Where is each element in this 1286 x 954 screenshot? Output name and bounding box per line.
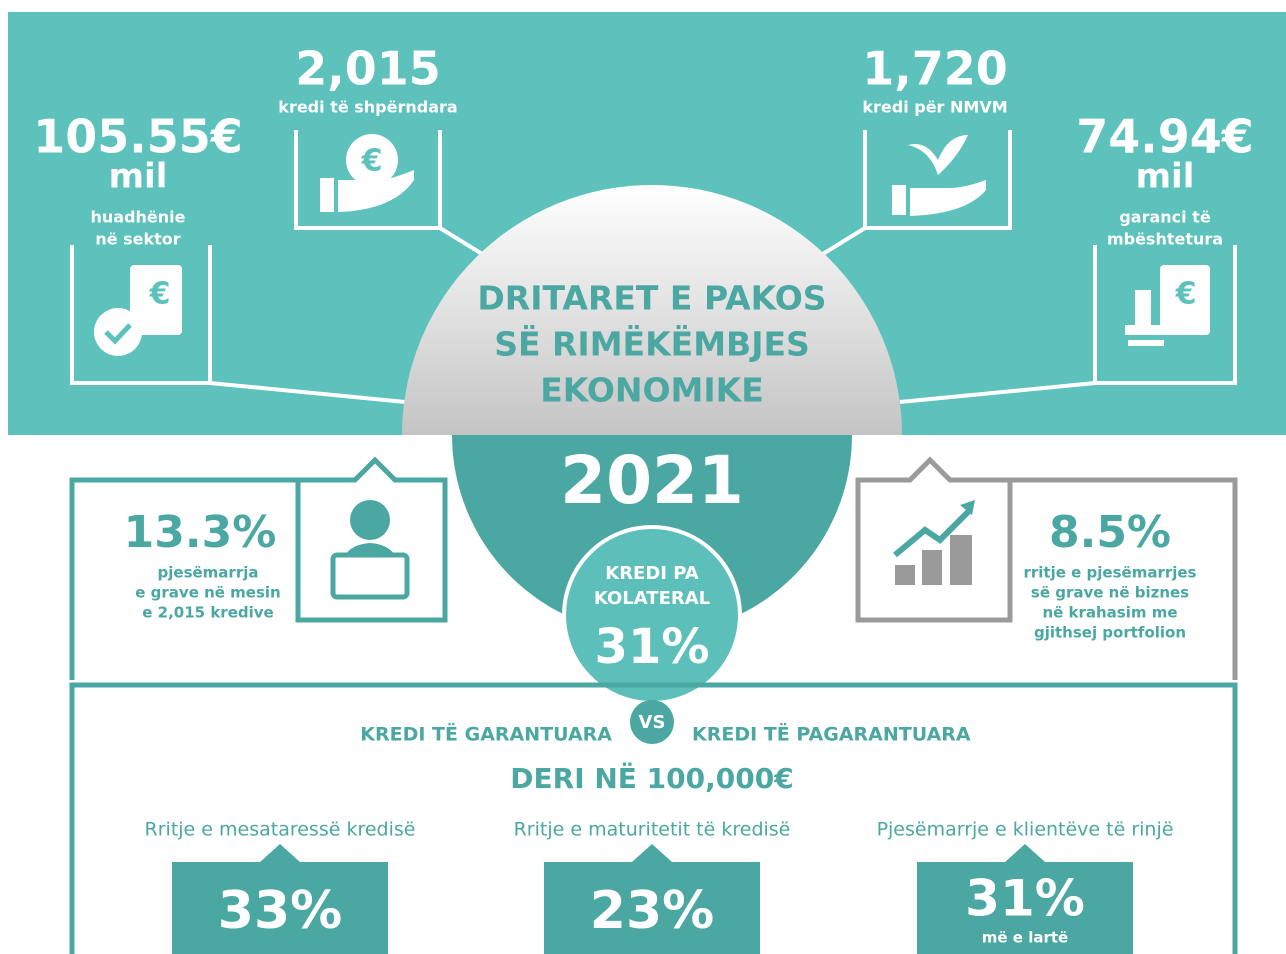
svg-text:€: € [361,144,383,179]
stat-label: garanci të [1119,208,1211,227]
women-label: gjithsej portfolion [1034,624,1186,642]
metric-value: 31% [965,870,1085,928]
stat-value: 2,015 [295,42,441,96]
stat-label: kredi për NMVM [862,98,1007,117]
metric-value: 23% [590,881,714,941]
metric-label: Pjesëmarrje e klientëve të rinjë [877,819,1174,841]
women-label: pjesëmarrja [158,564,259,582]
title: DRITARET E PAKOS [477,279,826,318]
vs: VS [639,712,666,733]
women-label: e 2,015 kredive [142,604,273,622]
collateral-value: 31% [595,619,710,675]
collateral-label: KOLATERAL [594,588,710,609]
collateral-label: KREDI PA [605,563,699,584]
title: EKONOMIKE [540,371,764,410]
year: 2021 [560,442,744,519]
stat-value: 1,720 [862,42,1008,96]
infographic: € € € 105.55€ mil huadhënie në sektor 2,… [0,0,1286,954]
stat-label: kredi të shpërndara [278,98,457,117]
women-label: në krahasim me [1042,604,1177,622]
stat-value: 105.55€ [33,110,243,164]
stat-label: në sektor [95,230,180,249]
metric-label: Rritje e maturitetit të kredisë [514,819,791,841]
stat-value: 74.94€ [1076,110,1254,164]
comparison-right: KREDI TË PAGARANTUARA [692,722,971,746]
comparison-subtitle: DERI NË 100,000€ [510,761,793,795]
women-label: e grave në mesin [135,584,280,602]
women-label: rritje e pjesëmarrjes [1024,564,1197,582]
women-label: së grave në biznes [1031,584,1189,602]
svg-text:€: € [1175,277,1197,312]
stat-label: mbështetura [1107,230,1223,249]
comparison-left: KREDI TË GARANTUARA [360,722,612,746]
metric-label: Rritje e mesataressë kredisë [145,819,416,841]
stat-unit: mil [1136,157,1195,197]
women-value: 8.5% [1049,507,1171,558]
svg-text:€: € [149,277,171,312]
collateral-circle [564,527,740,703]
stat-label: huadhënie [91,208,186,227]
women-value: 13.3% [124,507,277,558]
metric-value: 33% [218,881,342,941]
stat-unit: mil [109,157,168,197]
title: SË RIMËKËMBJES [494,324,810,364]
metric-note: më e lartë [982,929,1068,947]
